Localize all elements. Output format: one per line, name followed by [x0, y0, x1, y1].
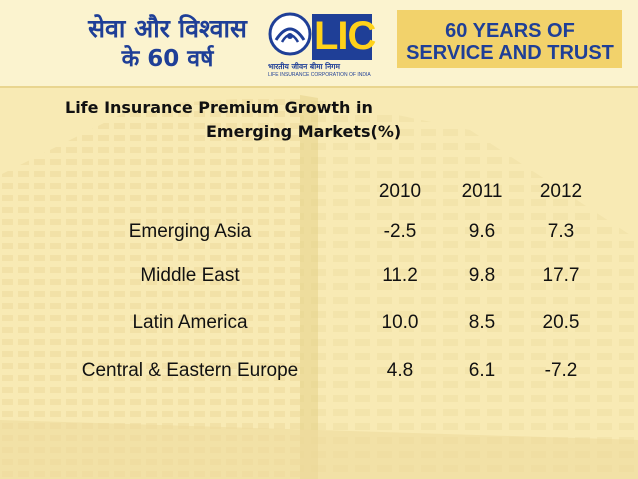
header-banner: सेवा और विश्वास के 60 वर्ष LIC भारतीय जी…	[0, 0, 638, 88]
cell-middle-east-2010: 11.2	[382, 265, 418, 286]
cell-emerging-asia-2011: 9.6	[468, 221, 496, 242]
cell-central-eastern-europe-2011: 6.1	[468, 360, 496, 381]
lic-logo-subtitle: LIFE INSURANCE CORPORATION OF INDIA	[268, 72, 371, 78]
lic-emblem-icon	[268, 12, 312, 56]
column-header-2010: 2010	[378, 181, 422, 202]
cell-emerging-asia-2010: -2.5	[383, 221, 417, 242]
column-header-2011: 2011	[461, 181, 503, 202]
row-label-latin-america: Latin America	[132, 312, 248, 333]
row-label-middle-east: Middle East	[140, 265, 240, 286]
cell-middle-east-2011: 9.8	[468, 265, 496, 286]
lic-logo: LIC	[314, 14, 376, 58]
cell-emerging-asia-2012: 7.3	[547, 221, 575, 242]
table-title-line2: Emerging Markets(%)	[206, 122, 402, 141]
lic-logo-hindi-name: भारतीय जीवन बीमा निगम	[268, 62, 340, 71]
lic-logo-box	[312, 14, 372, 60]
anniversary-text: 60 YEARS OF SERVICE AND TRUST	[400, 20, 620, 64]
hindi-tagline: सेवा और विश्वास के 60 वर्ष	[80, 14, 255, 74]
table-title-line1: Life Insurance Premium Growth in	[65, 98, 373, 117]
row-label-emerging-asia: Emerging Asia	[128, 221, 252, 242]
cell-latin-america-2012: 20.5	[542, 312, 580, 333]
hindi-tagline-line2: के 60 वर्ष	[121, 46, 214, 72]
cell-middle-east-2012: 17.7	[542, 265, 580, 286]
hindi-tagline-line1: सेवा और विश्वास	[88, 14, 247, 43]
column-header-2012: 2012	[539, 181, 583, 202]
cell-latin-america-2010: 10.0	[381, 312, 419, 333]
cell-latin-america-2011: 8.5	[468, 312, 496, 333]
cell-central-eastern-europe-2010: 4.8	[386, 360, 414, 381]
anniversary-badge	[397, 10, 622, 68]
row-label-central-eastern-europe: Central & Eastern Europe	[81, 360, 299, 381]
anniversary-line1: 60 YEARS OF	[445, 20, 575, 42]
cell-central-eastern-europe-2012: -7.2	[544, 360, 578, 381]
anniversary-line2: SERVICE AND TRUST	[406, 42, 614, 64]
